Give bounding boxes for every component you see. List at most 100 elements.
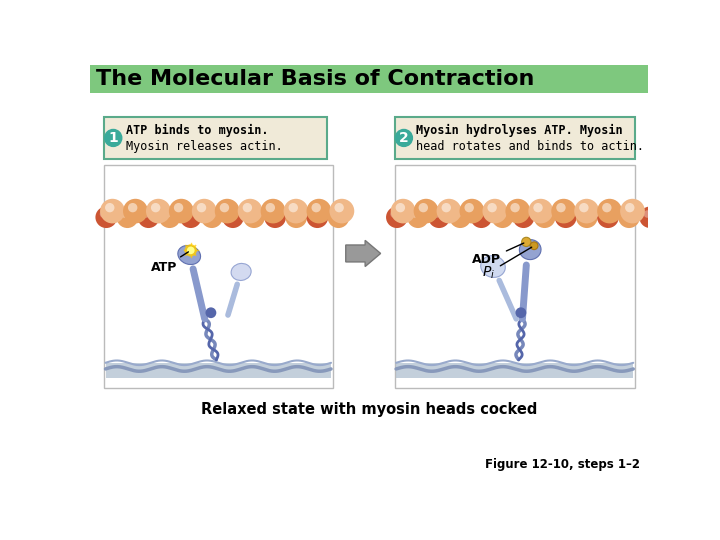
Circle shape <box>538 210 546 218</box>
Circle shape <box>602 203 611 212</box>
Circle shape <box>597 206 618 228</box>
Circle shape <box>464 203 474 212</box>
Circle shape <box>386 206 408 228</box>
Circle shape <box>289 203 298 212</box>
Circle shape <box>105 203 114 212</box>
Circle shape <box>312 203 321 212</box>
Circle shape <box>220 203 229 212</box>
Ellipse shape <box>481 255 505 278</box>
Circle shape <box>328 206 349 228</box>
Circle shape <box>187 247 194 254</box>
Circle shape <box>528 199 553 224</box>
Circle shape <box>623 210 630 218</box>
Circle shape <box>174 203 184 212</box>
Circle shape <box>104 130 122 146</box>
Bar <box>395 117 635 159</box>
Circle shape <box>522 237 531 247</box>
Circle shape <box>184 244 197 256</box>
Circle shape <box>428 206 450 228</box>
Text: $P_i$: $P_i$ <box>482 247 531 281</box>
Circle shape <box>123 199 148 224</box>
Circle shape <box>505 199 530 224</box>
Bar <box>104 117 327 159</box>
Text: Myosin hydrolyses ATP. Myosin: Myosin hydrolyses ATP. Myosin <box>416 124 623 137</box>
Circle shape <box>330 199 354 224</box>
Circle shape <box>639 206 661 228</box>
Circle shape <box>307 206 328 228</box>
Circle shape <box>311 210 318 218</box>
Circle shape <box>575 199 599 224</box>
Text: ADP: ADP <box>472 243 523 266</box>
Circle shape <box>243 203 252 212</box>
Bar <box>396 363 634 378</box>
Circle shape <box>459 199 485 224</box>
Circle shape <box>552 199 576 224</box>
Circle shape <box>555 206 577 228</box>
Text: Relaxed state with myosin heads cocked: Relaxed state with myosin heads cocked <box>201 402 537 417</box>
Circle shape <box>559 210 567 218</box>
Circle shape <box>169 199 194 224</box>
Circle shape <box>517 210 525 218</box>
Circle shape <box>261 199 285 224</box>
Circle shape <box>128 203 138 212</box>
Circle shape <box>121 210 128 218</box>
Bar <box>395 165 635 388</box>
Circle shape <box>96 206 117 228</box>
Circle shape <box>620 199 645 224</box>
Circle shape <box>222 206 244 228</box>
Bar <box>90 65 648 93</box>
Circle shape <box>513 206 534 228</box>
Circle shape <box>510 203 520 212</box>
Circle shape <box>142 210 150 218</box>
Circle shape <box>226 210 234 218</box>
Circle shape <box>285 206 307 228</box>
Text: ATP binds to myosin.: ATP binds to myosin. <box>126 124 268 137</box>
Ellipse shape <box>231 264 251 280</box>
Circle shape <box>243 206 265 228</box>
Circle shape <box>192 199 217 224</box>
Circle shape <box>644 210 652 218</box>
Circle shape <box>248 210 255 218</box>
Text: 2: 2 <box>399 131 409 145</box>
Circle shape <box>138 206 159 228</box>
Circle shape <box>289 210 297 218</box>
Circle shape <box>618 206 640 228</box>
Circle shape <box>100 210 107 218</box>
Circle shape <box>454 210 462 218</box>
Circle shape <box>146 199 171 224</box>
Circle shape <box>470 206 492 228</box>
Text: Myosin releases actin.: Myosin releases actin. <box>126 140 282 153</box>
Circle shape <box>534 206 556 228</box>
FancyArrow shape <box>346 240 381 267</box>
Circle shape <box>390 210 398 218</box>
Circle shape <box>332 210 340 218</box>
Circle shape <box>163 210 171 218</box>
Circle shape <box>215 199 240 224</box>
Circle shape <box>625 203 634 212</box>
Circle shape <box>534 203 543 212</box>
Circle shape <box>151 203 161 212</box>
Circle shape <box>436 199 462 224</box>
Circle shape <box>433 210 440 218</box>
Circle shape <box>201 206 222 228</box>
Text: head rotates and binds to actin.: head rotates and binds to actin. <box>416 140 644 153</box>
Circle shape <box>266 203 275 212</box>
Circle shape <box>487 203 497 212</box>
Circle shape <box>576 206 598 228</box>
Ellipse shape <box>178 246 201 265</box>
Circle shape <box>418 203 428 212</box>
Circle shape <box>100 199 125 224</box>
Circle shape <box>391 199 415 224</box>
Circle shape <box>482 199 508 224</box>
Circle shape <box>601 210 609 218</box>
Circle shape <box>284 199 308 224</box>
Circle shape <box>516 307 526 318</box>
Text: ATP: ATP <box>150 252 189 274</box>
Bar <box>106 363 331 378</box>
Circle shape <box>307 199 331 224</box>
Circle shape <box>597 199 622 224</box>
Circle shape <box>205 307 216 318</box>
Circle shape <box>414 199 438 224</box>
Circle shape <box>264 206 286 228</box>
Circle shape <box>579 203 589 212</box>
